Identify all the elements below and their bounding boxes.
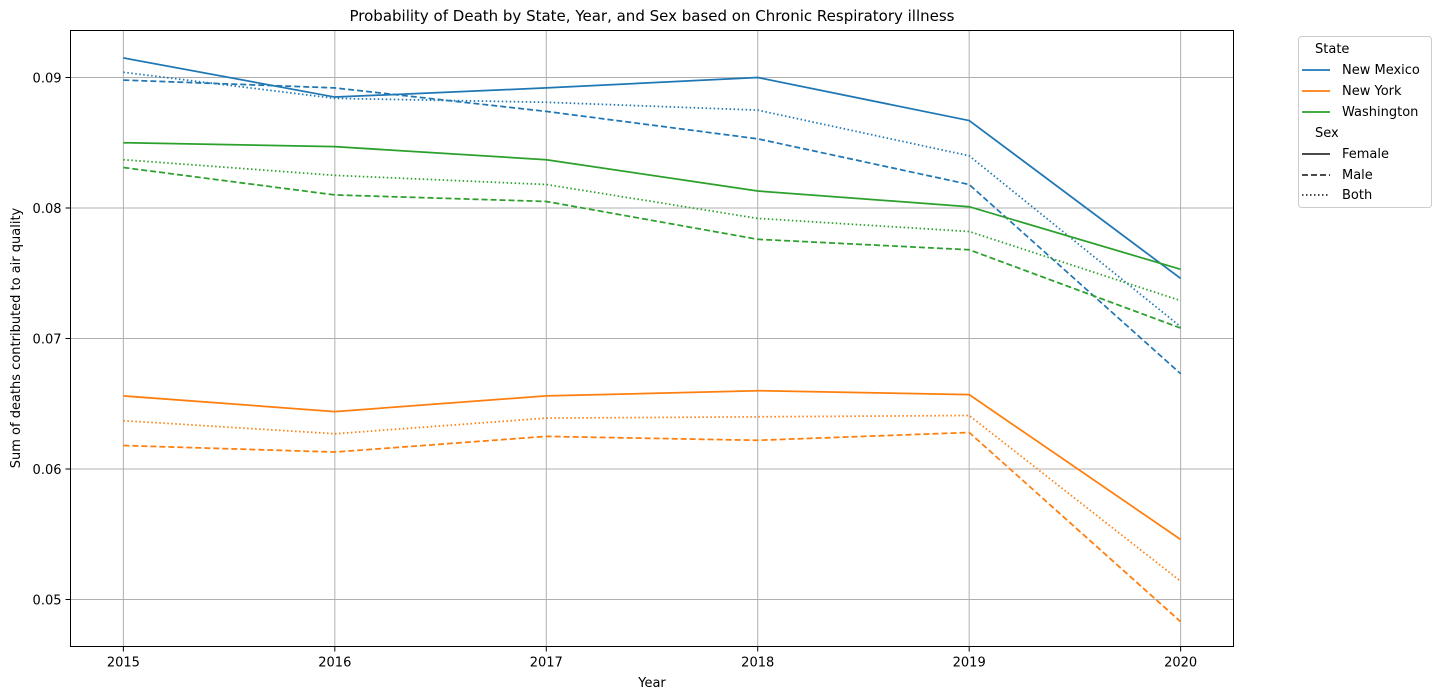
legend-label-male: Male <box>1342 168 1373 183</box>
legend-label-female: Female <box>1342 147 1389 162</box>
x-tick-label: 2016 <box>318 656 351 671</box>
series-line-new-york-both <box>123 414 1182 582</box>
y-tick-label: 0.08 <box>33 202 62 217</box>
series-line-washington-male <box>123 166 1181 329</box>
series-line-new-york-female <box>123 389 1182 541</box>
chart-title: Probability of Death by State, Year, and… <box>350 7 955 25</box>
x-axis-label: Year <box>637 676 666 691</box>
x-tick-label: 2017 <box>530 656 563 671</box>
series-lines <box>123 57 1182 623</box>
axis-ticks: 2015 2016 2017 2018 2019 2020 0.05 0.06 0.07 0.08… <box>33 71 1198 670</box>
y-axis-label: Sum of deaths contributed to air quality <box>9 207 24 468</box>
series-line-new-mexico-male <box>123 79 1182 375</box>
x-tick-label: 2020 <box>1164 656 1197 671</box>
y-tick-label: 0.09 <box>33 71 62 86</box>
legend: State New Mexico New York Washington Sex… <box>1298 36 1432 208</box>
legend-sex-title: Sex <box>1315 126 1339 141</box>
series-line-washington-both <box>123 158 1181 302</box>
legend-label-new-york: New York <box>1342 84 1402 99</box>
series-line-new-mexico-female <box>123 57 1182 280</box>
legend-label-washington: Washington <box>1342 105 1418 120</box>
x-tick-label: 2015 <box>107 656 140 671</box>
y-tick-label: 0.07 <box>33 333 62 348</box>
series-line-new-york-male <box>123 431 1182 623</box>
y-tick-label: 0.06 <box>33 463 62 478</box>
legend-label-both: Both <box>1342 188 1372 203</box>
x-tick-label: 2018 <box>741 656 774 671</box>
x-tick-label: 2019 <box>953 656 986 671</box>
legend-state-title: State <box>1315 42 1349 57</box>
legend-frame <box>1298 36 1432 208</box>
legend-label-new-mexico: New Mexico <box>1342 63 1420 78</box>
grid <box>70 30 1234 647</box>
y-tick-label: 0.05 <box>33 594 62 609</box>
series-line-washington-female <box>123 141 1181 271</box>
